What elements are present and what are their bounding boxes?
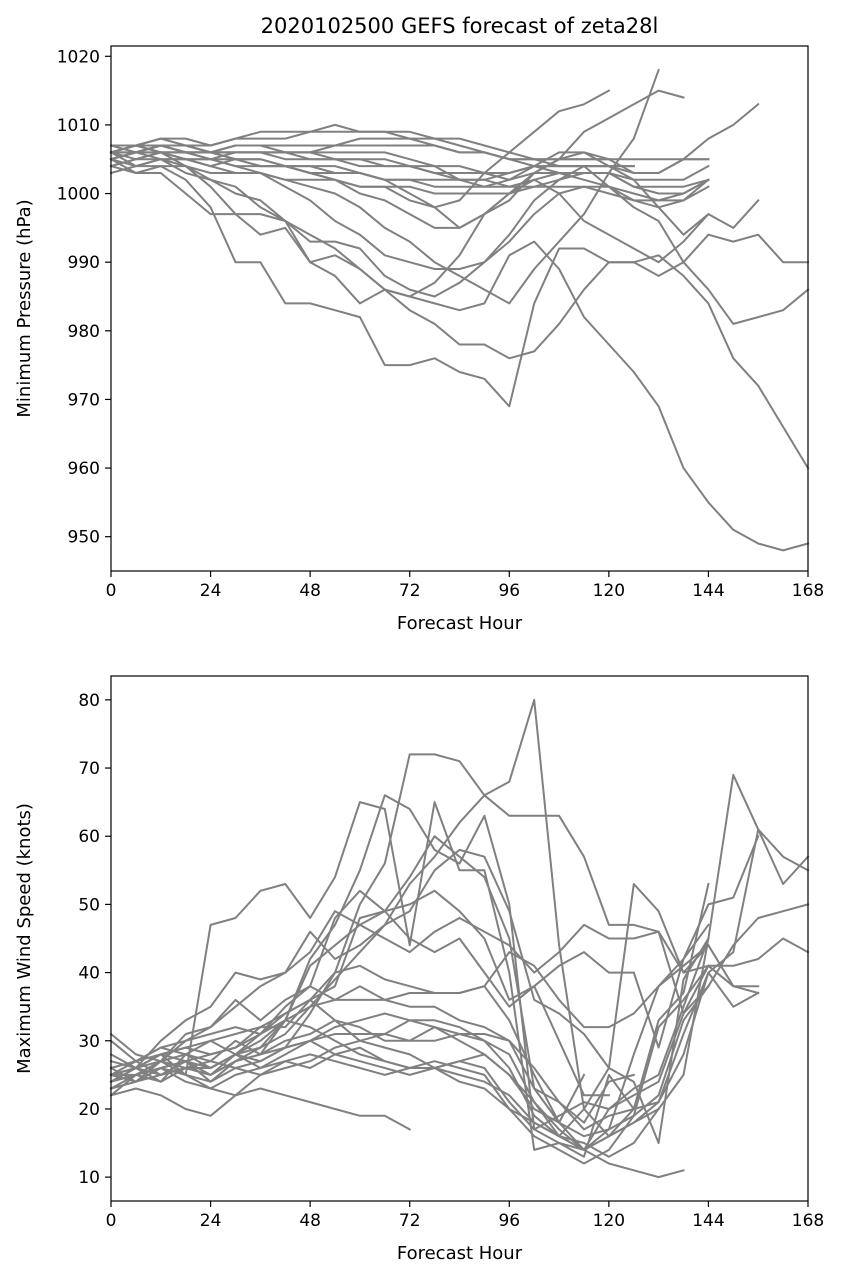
figure-title: 2020102500 GEFS forecast of zeta28l (261, 14, 659, 38)
wind-series-line-0 (109, 773, 810, 1131)
wind-y-tick-label: 60 (78, 827, 100, 847)
pressure-axes-frame (110, 45, 809, 572)
wind-series-line-17 (109, 1019, 586, 1124)
pressure-y-tick-label: 960 (68, 459, 100, 479)
pressure-y-tick-label: 970 (68, 390, 100, 410)
pressure-x-tick-label: 72 (399, 581, 421, 601)
wind-panel: 0 24 48 72 96 120 144 168 10 20 30 40 50 60 70 80 Foreca… (14, 675, 824, 1264)
wind-x-tick-label: 120 (593, 1211, 625, 1231)
wind-y-tick-label: 80 (78, 691, 100, 711)
wind-x-tick-label: 24 (200, 1211, 222, 1231)
wind-series-line-16 (109, 889, 610, 1097)
wind-x-tick-label: 72 (399, 1211, 421, 1231)
pressure-series-line-4 (109, 151, 710, 298)
pressure-series-line-20 (109, 165, 710, 202)
wind-y-axis-label: Maximum Wind Speed (knots) (14, 803, 35, 1074)
pressure-x-tick-label: 48 (299, 581, 321, 601)
wind-y-tick-label: 30 (78, 1032, 100, 1052)
pressure-x-tick-label: 144 (692, 581, 724, 601)
pressure-series-line-3 (109, 157, 810, 325)
pressure-x-axis-label: Forecast Hour (397, 613, 523, 634)
pressure-y-tick-label: 1020 (57, 47, 100, 67)
wind-series-line-21 (109, 883, 760, 1138)
pressure-y-tick-label: 990 (68, 253, 100, 273)
wind-x-tick-label: 0 (106, 1211, 117, 1231)
pressure-series-line-2 (109, 151, 809, 360)
pressure-series-line-1 (109, 164, 810, 552)
pressure-x-tick-label: 120 (593, 581, 625, 601)
pressure-y-tick-label: 980 (68, 322, 100, 342)
pressure-y-tick-label: 1010 (57, 116, 100, 136)
pressure-y-tick-label: 950 (68, 528, 100, 548)
pressure-y-tick-label: 1000 (57, 185, 100, 205)
wind-series-line-14 (109, 801, 636, 1158)
pressure-y-axis-label: Minimum Pressure (hPa) (14, 199, 35, 417)
wind-series-line-4 (109, 834, 760, 1083)
wind-series-line-6 (109, 971, 760, 1131)
wind-series-line-20 (109, 1087, 412, 1131)
pressure-series-line-17 (110, 137, 710, 174)
pressure-x-tick-label: 0 (106, 581, 117, 601)
wind-x-tick-label: 144 (692, 1211, 724, 1231)
wind-y-tick-label: 10 (78, 1168, 100, 1188)
wind-x-tick-label: 168 (792, 1211, 824, 1231)
pressure-x-tick-label: 168 (792, 581, 824, 601)
pressure-series-line-19 (110, 130, 610, 161)
wind-axes-frame (110, 675, 809, 1202)
pressure-x-tick-label: 96 (498, 581, 520, 601)
pressure-series-line-0 (109, 157, 810, 470)
wind-series-line-19 (109, 882, 710, 1151)
pressure-panel: 0 24 48 72 96 120 144 168 950 960 970 980 990 1000 101… (14, 45, 824, 634)
wind-x-axis-label: Forecast Hour (397, 1243, 523, 1264)
wind-series-line-10 (109, 984, 710, 1151)
pressure-series-line-15 (109, 158, 635, 181)
wind-y-tick-label: 70 (78, 759, 100, 779)
pressure-x-tick-label: 24 (200, 581, 222, 601)
wind-y-tick-label: 20 (78, 1100, 100, 1120)
wind-y-tick-label: 50 (78, 895, 100, 915)
wind-x-tick-label: 48 (299, 1211, 321, 1231)
wind-y-tick-label: 40 (78, 964, 100, 984)
wind-x-tick-label: 96 (498, 1211, 520, 1231)
